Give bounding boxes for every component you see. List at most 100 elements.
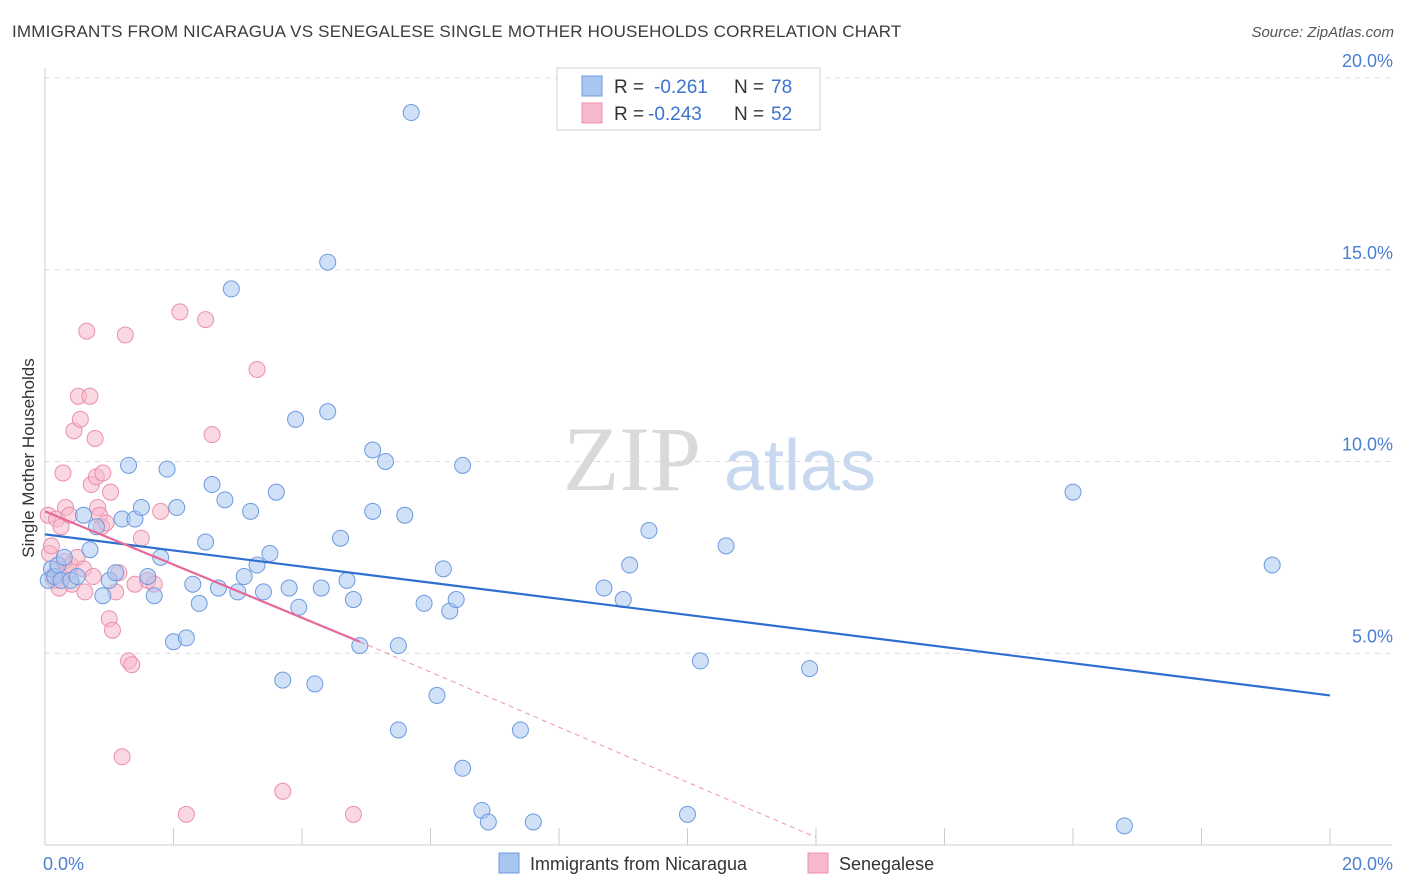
data-point-nicaragua bbox=[364, 502, 382, 520]
data-point-nicaragua bbox=[377, 453, 395, 470]
data-point-nicaragua bbox=[344, 591, 362, 609]
data-point-nicaragua bbox=[402, 104, 420, 122]
y-axis-label: Single Mother Households bbox=[19, 358, 38, 557]
legend-r-value-2: -0.243 bbox=[648, 104, 702, 125]
data-point-nicaragua bbox=[242, 502, 260, 520]
data-point-senegalese bbox=[274, 782, 292, 800]
data-point-senegalese bbox=[71, 410, 89, 428]
data-point-nicaragua bbox=[235, 568, 253, 586]
data-point-nicaragua bbox=[447, 591, 465, 609]
data-point-senegalese bbox=[84, 568, 102, 586]
data-point-nicaragua bbox=[479, 813, 497, 831]
data-point-senegalese bbox=[54, 464, 72, 482]
data-point-nicaragua bbox=[254, 583, 272, 601]
data-point-nicaragua bbox=[454, 456, 472, 474]
data-point-senegalese bbox=[152, 502, 170, 520]
bottom-legend-swatch-nicaragua bbox=[498, 852, 520, 874]
data-point-senegalese bbox=[116, 326, 134, 344]
data-point-senegalese bbox=[197, 311, 215, 329]
data-point-nicaragua bbox=[396, 506, 414, 524]
data-point-senegalese bbox=[171, 303, 189, 321]
data-point-nicaragua bbox=[319, 253, 337, 271]
data-point-nicaragua bbox=[203, 476, 221, 494]
nicaragua-points bbox=[39, 104, 1281, 835]
data-point-nicaragua bbox=[691, 652, 709, 670]
data-point-nicaragua bbox=[801, 660, 819, 678]
data-point-nicaragua bbox=[222, 280, 240, 298]
chart-title: IMMIGRANTS FROM NICARAGUA VS SENEGALESE … bbox=[12, 22, 902, 41]
data-point-senegalese bbox=[86, 429, 104, 447]
data-point-senegalese bbox=[248, 360, 266, 378]
data-point-nicaragua bbox=[107, 564, 125, 582]
data-point-nicaragua bbox=[454, 759, 472, 777]
trend-line-senegalese bbox=[44, 510, 361, 643]
y-tick-label: 20.0% bbox=[1342, 51, 1393, 71]
data-point-nicaragua bbox=[75, 506, 93, 524]
legend-n-value-2: 52 bbox=[771, 104, 792, 125]
source-credit: Source: ZipAtlas.com bbox=[1251, 24, 1394, 41]
data-point-nicaragua bbox=[338, 571, 356, 589]
data-point-nicaragua bbox=[511, 721, 529, 739]
data-point-nicaragua bbox=[306, 675, 324, 693]
data-point-nicaragua bbox=[120, 456, 138, 474]
data-point-nicaragua bbox=[158, 460, 176, 478]
legend-n-label-1: N = bbox=[734, 77, 764, 98]
data-point-senegalese bbox=[113, 748, 131, 766]
data-point-nicaragua bbox=[332, 529, 350, 547]
data-point-nicaragua bbox=[197, 533, 215, 551]
data-point-senegalese bbox=[132, 529, 150, 547]
data-point-nicaragua bbox=[1263, 556, 1281, 574]
y-tick-label: 10.0% bbox=[1342, 435, 1393, 455]
data-point-senegalese bbox=[42, 537, 60, 555]
watermark-zip: ZIP bbox=[563, 408, 701, 510]
data-point-nicaragua bbox=[351, 637, 369, 655]
data-point-senegalese bbox=[78, 322, 96, 340]
legend-r-value-1: -0.261 bbox=[654, 77, 708, 98]
data-point-nicaragua bbox=[364, 441, 382, 459]
data-point-senegalese bbox=[76, 583, 94, 601]
data-point-nicaragua bbox=[717, 537, 735, 555]
legend-swatch-pink bbox=[581, 102, 603, 124]
legend-r-label-2: R = bbox=[614, 104, 644, 125]
data-point-nicaragua bbox=[428, 686, 446, 704]
data-point-nicaragua bbox=[312, 579, 330, 597]
y-tick-label: 15.0% bbox=[1342, 243, 1393, 263]
data-point-nicaragua bbox=[389, 637, 407, 655]
trend-lines bbox=[44, 510, 1331, 838]
bottom-legend-swatch-senegalese bbox=[807, 852, 829, 874]
watermark-atlas: atlas bbox=[724, 426, 876, 506]
data-point-nicaragua bbox=[81, 541, 99, 559]
x-tick-label: 20.0% bbox=[1342, 854, 1393, 874]
legend-n-label-2: N = bbox=[734, 104, 764, 125]
data-point-nicaragua bbox=[290, 598, 308, 616]
data-point-nicaragua bbox=[132, 499, 150, 517]
data-point-nicaragua bbox=[1064, 483, 1082, 501]
y-tick-label: 5.0% bbox=[1352, 626, 1393, 646]
data-point-nicaragua bbox=[55, 548, 73, 566]
data-point-senegalese bbox=[103, 621, 121, 639]
data-point-nicaragua bbox=[139, 568, 157, 586]
data-point-senegalese bbox=[203, 426, 221, 444]
data-point-nicaragua bbox=[1115, 817, 1133, 835]
watermark: ZIP atlas bbox=[563, 408, 876, 510]
data-point-nicaragua bbox=[168, 499, 186, 517]
legend-n-value-1: 78 bbox=[771, 77, 792, 98]
data-point-nicaragua bbox=[434, 560, 452, 578]
data-point-senegalese bbox=[123, 656, 141, 674]
data-point-nicaragua bbox=[319, 403, 337, 421]
data-point-senegalese bbox=[344, 805, 362, 823]
senegalese-points bbox=[39, 303, 362, 823]
data-point-nicaragua bbox=[287, 410, 305, 428]
grid bbox=[45, 77, 1392, 654]
trend-line-nicaragua bbox=[44, 533, 1331, 697]
data-point-nicaragua bbox=[280, 579, 298, 597]
data-point-nicaragua bbox=[261, 545, 279, 563]
data-point-nicaragua bbox=[216, 491, 234, 509]
data-point-nicaragua bbox=[177, 629, 195, 647]
bottom-legend-label-senegalese: Senegalese bbox=[839, 854, 934, 874]
data-point-nicaragua bbox=[389, 721, 407, 739]
data-point-nicaragua bbox=[145, 587, 163, 605]
data-point-nicaragua bbox=[524, 813, 542, 831]
data-point-nicaragua bbox=[94, 587, 112, 605]
